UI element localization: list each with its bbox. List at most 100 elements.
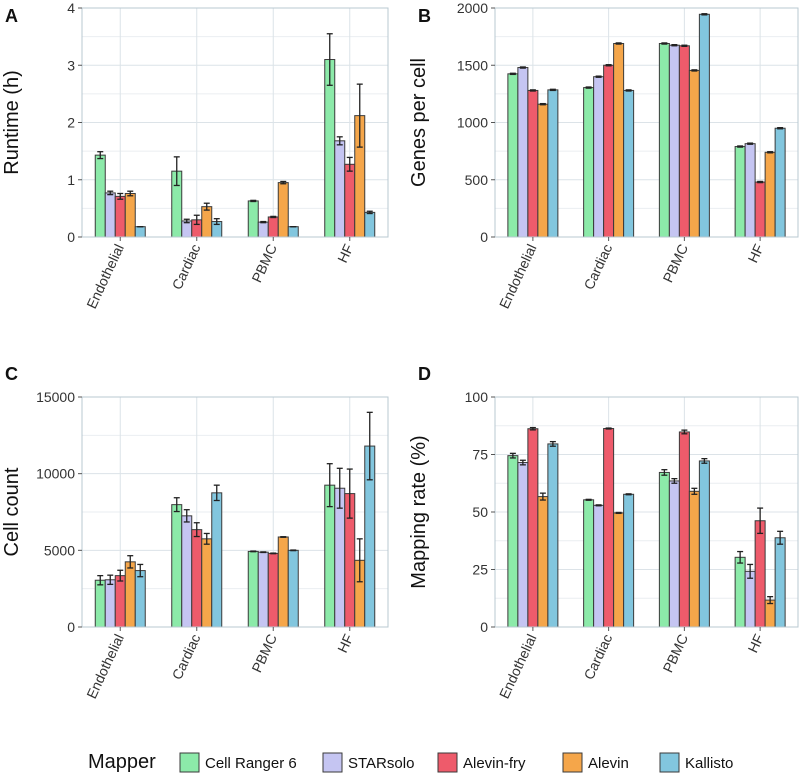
y-tick-label: 75	[472, 447, 488, 463]
legend-label: Kallisto	[685, 755, 733, 772]
error-bar	[193, 522, 200, 538]
legend-swatch	[179, 752, 200, 773]
legend-label: Cell Ranger 6	[205, 755, 297, 772]
error-bar	[250, 550, 257, 553]
bar-endothelial-cell-ranger-6	[507, 455, 519, 628]
bar-hf-cell-ranger-6	[734, 146, 746, 238]
bar-pbmc-kallisto	[287, 549, 299, 628]
legend-item-alevin: Alevin	[562, 752, 629, 773]
error-bar	[117, 192, 124, 200]
panel-frame	[81, 396, 389, 628]
error-bar	[173, 497, 180, 513]
panel-a: 0 1 2 3 4 Endothelial Cardiac PBMC HF Runtime (h)…	[1, 0, 389, 312]
error-bar	[280, 536, 287, 538]
bar-pbmc-cell-ranger-6	[247, 550, 259, 628]
error-bar	[671, 43, 678, 47]
error-bar	[681, 44, 688, 48]
bar-cardiac-alevin	[201, 538, 213, 628]
error-bar	[203, 532, 210, 545]
y-axis-label: Cell count	[1, 467, 23, 556]
error-bar	[519, 459, 526, 466]
error-bar	[661, 469, 668, 476]
bar-hf-alevin-fry	[754, 520, 766, 628]
bar-endothelial-alevin-fry	[114, 575, 126, 628]
error-bar	[213, 484, 220, 502]
bar-pbmc-alevin-fry	[267, 216, 279, 238]
error-bar	[127, 190, 134, 197]
x-tick-label: Endothelial	[496, 632, 540, 702]
y-tick-label: 1	[67, 172, 75, 188]
bar-endothelial-kallisto	[134, 570, 146, 628]
y-tick-label: 5000	[44, 542, 75, 558]
error-bar	[585, 86, 592, 89]
bar-cardiac-kallisto	[623, 89, 635, 238]
bar-endothelial-kallisto	[547, 443, 559, 628]
bar-cardiac-cell-ranger-6	[171, 504, 183, 628]
error-bar	[336, 467, 343, 509]
panel-c: 0 5000 10000 15000 Endothelial Cardiac PBMC HF C…	[1, 364, 389, 702]
legend-item-kallisto: Kallisto	[659, 752, 733, 773]
bar-hf-starsolo	[744, 143, 756, 238]
x-tick-label: Endothelial	[83, 632, 127, 702]
error-bar	[585, 498, 592, 501]
bar-hf-starsolo	[334, 487, 346, 628]
bar-endothelial-alevin	[124, 561, 136, 628]
legend-item-cell-ranger-6: Cell Ranger 6	[179, 752, 297, 773]
error-bar	[326, 33, 333, 86]
error-bar	[777, 127, 784, 130]
y-tick-label: 1000	[457, 115, 488, 131]
error-bar	[270, 215, 277, 219]
bar-cardiac-alevin-fry	[603, 64, 615, 238]
error-bar	[117, 569, 124, 582]
y-axis-label: Genes per cell	[408, 58, 430, 187]
bar-hf-starsolo	[334, 140, 346, 238]
bar-hf-kallisto	[364, 211, 376, 238]
error-bar	[97, 151, 104, 160]
error-bar	[757, 180, 764, 184]
y-tick-label: 15000	[36, 389, 75, 405]
error-bar	[747, 142, 754, 145]
bar-hf-starsolo	[744, 570, 756, 628]
bar-hf-kallisto	[774, 127, 786, 238]
panel-label: C	[5, 364, 18, 384]
bar-pbmc-kallisto	[287, 226, 299, 238]
error-bar	[107, 190, 114, 196]
legend-swatch	[562, 752, 583, 773]
panel-b: 0 500 1000 1500 2000 Endothelial Cardiac PBMC HF…	[408, 0, 799, 311]
bar-cardiac-starsolo	[181, 515, 193, 628]
error-bar	[137, 563, 144, 578]
y-axis-label: Runtime (h)	[1, 70, 23, 174]
bar-cardiac-alevin	[613, 512, 625, 628]
bar-pbmc-starsolo	[257, 551, 269, 628]
bar-endothelial-starsolo	[104, 192, 116, 238]
bar-pbmc-starsolo	[668, 44, 680, 238]
x-tick-label: Endothelial	[83, 242, 127, 312]
bar-cardiac-cell-ranger-6	[583, 499, 595, 628]
bar-endothelial-starsolo	[517, 67, 529, 238]
bar-pbmc-cell-ranger-6	[658, 471, 670, 628]
bar-endothelial-starsolo	[104, 579, 116, 628]
x-tick-label: HF	[744, 242, 766, 266]
panel-label: B	[418, 6, 431, 26]
bar-endothelial-cell-ranger-6	[94, 579, 106, 628]
y-tick-label: 25	[472, 562, 488, 578]
x-tick-label: HF	[334, 632, 356, 656]
error-bar	[529, 89, 536, 92]
bar-pbmc-alevin	[277, 182, 289, 238]
y-tick-label: 0	[480, 619, 488, 635]
y-tick-label: 3	[67, 57, 75, 73]
bar-pbmc-alevin	[277, 536, 289, 628]
error-bar	[625, 89, 632, 92]
legend-title: Mapper	[88, 751, 156, 773]
bar-cardiac-kallisto	[623, 493, 635, 628]
error-bar	[336, 136, 343, 146]
error-bar	[356, 83, 363, 148]
error-bar	[346, 468, 353, 519]
error-bar	[595, 75, 602, 78]
y-tick-label: 500	[465, 172, 489, 188]
error-bar	[280, 180, 287, 185]
error-bar	[539, 492, 546, 501]
bar-endothelial-kallisto	[134, 226, 146, 238]
error-bar	[97, 574, 104, 586]
